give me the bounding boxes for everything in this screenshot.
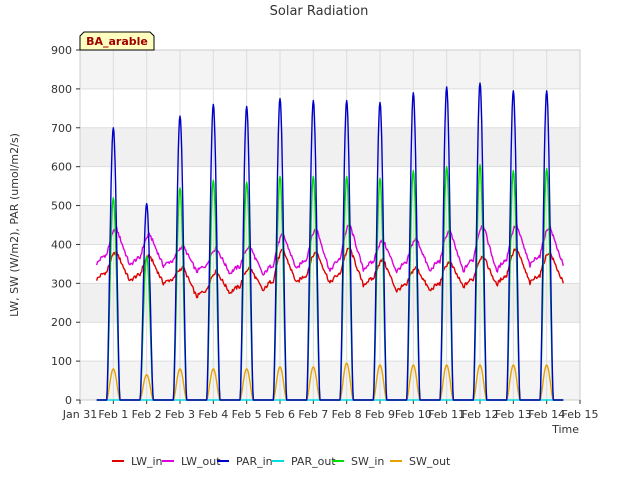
plot-grid	[79, 49, 581, 401]
x-tick-label: Feb 5	[232, 408, 262, 421]
y-axis-ticks: 0 100 200 300 400 500 600 700 800 900	[51, 44, 80, 407]
legend-label: LW_out	[181, 455, 221, 468]
series-lines	[96, 82, 564, 401]
x-tick-label: Feb 15	[562, 408, 599, 421]
x-tick-label: Feb 7	[298, 408, 328, 421]
legend-label: SW_in	[351, 455, 384, 468]
legend-label: PAR_in	[236, 455, 273, 468]
x-tick-label: Feb 2	[132, 408, 162, 421]
x-axis-label: Time	[551, 423, 579, 436]
y-tick-label: 400	[51, 238, 72, 251]
x-tick-label: Feb 1	[98, 408, 128, 421]
legend-label: SW_out	[409, 455, 451, 468]
y-tick-label: 200	[51, 316, 72, 329]
series-line-lw-in	[96, 245, 564, 299]
y-tick-label: 300	[51, 277, 72, 290]
plot-bands	[80, 50, 580, 400]
x-tick-label: Feb 10	[395, 408, 432, 421]
x-tick-label: Feb 3	[165, 408, 195, 421]
plot-band	[80, 205, 580, 245]
y-tick-label: 100	[51, 355, 72, 368]
x-tick-label: Feb 4	[198, 408, 228, 421]
plot-band	[80, 50, 580, 89]
x-tick-label: Feb 13	[495, 408, 532, 421]
series-line-lw-out	[96, 222, 564, 276]
x-tick-label: Feb 12	[462, 408, 499, 421]
x-tick-label: Feb 9	[365, 408, 395, 421]
chart-title: Solar Radiation	[270, 4, 369, 19]
x-axis-ticks: Jan 31 Feb 1 Feb 2 Feb 3 Feb 4 Feb 5 Feb 6 Feb …	[62, 400, 599, 421]
station-badge: BA_arable	[79, 31, 155, 51]
x-tick-label: Feb 14	[528, 408, 565, 421]
station-badge-box	[79, 31, 155, 51]
y-tick-label: 0	[65, 394, 72, 407]
legend-label: LW_in	[131, 455, 163, 468]
x-tick-label: Feb 8	[332, 408, 362, 421]
station-badge-label: BA_arable	[86, 35, 148, 48]
legend: LW_in LW_out PAR_in PAR_out SW_in SW_out	[112, 455, 451, 468]
y-tick-label: 600	[51, 161, 72, 174]
plot-band	[80, 361, 580, 400]
plot-band	[80, 283, 580, 323]
x-tick-label: Jan 31	[62, 408, 97, 421]
y-tick-label: 500	[51, 200, 72, 213]
y-tick-label: 700	[51, 122, 72, 135]
x-tick-label: Feb 11	[428, 408, 465, 421]
y-axis-label: LW, SW (W/m2), PAR (umol/m2/s)	[8, 133, 21, 317]
y-tick-label: 800	[51, 83, 72, 96]
series-line-par-in	[96, 82, 564, 401]
x-tick-label: Feb 6	[265, 408, 295, 421]
legend-label: PAR_out	[291, 455, 336, 468]
plot-band	[80, 127, 580, 167]
y-tick-label: 900	[51, 44, 72, 57]
